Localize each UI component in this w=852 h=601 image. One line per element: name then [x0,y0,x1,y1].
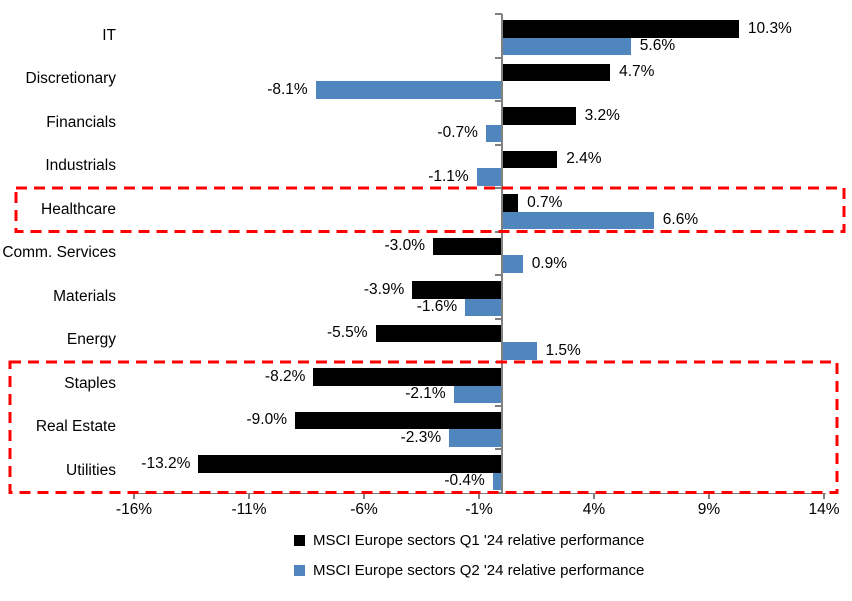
category-label-real-estate: Real Estate [35,418,116,436]
y-axis-line [501,14,503,493]
value-label-q1-staples: -8.2% [264,367,306,385]
value-label-q2-utilities: -0.4% [444,472,485,490]
value-label-q2-financials: -0.7% [437,124,478,142]
legend-item-q1: MSCI Europe sectors Q1 '24 relative perf… [294,530,644,551]
x-axis-tick-label: -16% [115,501,153,518]
category-label-comm-services: Comm. Services [2,244,116,262]
legend: MSCI Europe sectors Q1 '24 relative perf… [294,530,644,581]
legend-item-q2: MSCI Europe sectors Q2 '24 relative perf… [294,560,644,581]
bar-q1-healthcare [502,194,519,212]
value-label-q2-it: 5.6% [639,37,676,55]
y-axis-tick [495,100,502,102]
x-axis-tick-label: -11% [231,501,267,518]
bar-q2-industrials [476,168,502,186]
bar-q1-industrials [502,150,558,168]
bar-q2-real-estate [449,429,502,447]
x-axis-tick [478,492,480,499]
y-axis-tick [495,274,502,276]
legend-swatch-q1-icon [294,535,305,546]
value-label-q2-comm-services: 0.9% [531,254,568,272]
value-label-q2-healthcare: 6.6% [662,211,699,229]
bar-q1-materials [412,281,502,299]
bar-q1-discretionary [502,63,611,81]
bar-q2-energy [502,342,537,360]
value-label-q1-materials: -3.9% [363,280,405,298]
value-label-q1-energy: -5.5% [327,324,368,342]
category-label-energy: Energy [66,331,116,349]
legend-label-q1: MSCI Europe sectors Q1 '24 relative perf… [313,532,645,549]
category-label-industrials: Industrials [45,157,116,175]
y-axis-tick [495,13,502,15]
y-axis-tick [495,56,502,59]
y-axis-tick [495,361,502,363]
value-label-q2-energy: 1.5% [545,341,581,359]
bar-q2-materials [465,298,502,316]
x-axis-tick [133,492,135,499]
category-label-it: IT [102,26,116,44]
value-label-q2-real-estate: -2.3% [400,428,442,446]
highlight-box-healthcare [14,186,846,233]
bar-q1-comm-services [433,237,502,255]
x-axis-tick-label: 9% [697,501,721,518]
value-label-q1-real-estate: -9.0% [246,411,288,429]
highlight-box-rect [14,186,846,233]
value-label-q1-comm-services: -3.0% [384,237,426,255]
x-axis-tick-label: 14% [808,501,840,518]
bar-q2-healthcare [502,211,654,229]
value-label-q1-discretionary: 4.7% [619,63,655,81]
legend-label-q2: MSCI Europe sectors Q2 '24 relative perf… [313,562,645,579]
x-axis-tick [248,492,250,499]
x-axis-tick [363,492,365,499]
category-label-utilities: Utilities [66,461,116,479]
value-label-q1-healthcare: 0.7% [527,193,563,211]
x-axis-line [134,492,826,494]
value-label-q1-it: 10.3% [747,19,792,37]
category-label-materials: Materials [53,287,116,305]
bar-q2-financials [485,124,502,142]
bar-q1-energy [375,324,502,342]
bar-q1-staples [313,368,502,386]
bar-q1-financials [502,107,576,125]
y-axis-tick [495,187,502,189]
category-label-financials: Financials [46,113,116,131]
x-axis-tick [708,492,710,499]
x-axis-tick-label: 4% [582,501,606,518]
value-label-q1-industrials: 2.4% [566,150,602,168]
value-label-q2-discretionary: -8.1% [267,80,308,98]
value-label-q2-industrials: -1.1% [428,167,469,185]
bar-q2-discretionary [315,81,502,99]
y-axis-tick [495,230,502,233]
x-axis-tick-label: -6% [350,501,378,518]
y-axis-tick [495,317,502,320]
x-axis-tick [823,492,825,499]
y-axis-tick [495,143,502,146]
category-label-healthcare: Healthcare [41,200,116,218]
value-label-q1-financials: 3.2% [584,106,620,124]
bar-q1-utilities [198,455,502,473]
value-label-q1-utilities: -13.2% [141,454,191,472]
bar-q2-it [502,37,631,55]
y-axis-tick [495,448,502,450]
bar-q2-comm-services [502,255,523,273]
x-axis-tick [593,492,595,499]
legend-swatch-q2-icon [294,565,305,576]
value-label-q2-staples: -2.1% [405,385,446,403]
bar-q1-real-estate [295,411,502,429]
y-axis-tick [495,404,502,407]
category-label-staples: Staples [64,374,116,392]
category-label-discretionary: Discretionary [25,70,116,88]
bar-q1-it [502,20,739,38]
value-label-q2-materials: -1.6% [416,298,458,316]
x-axis-tick-label: -1% [465,501,493,518]
bar-q2-staples [453,385,502,403]
